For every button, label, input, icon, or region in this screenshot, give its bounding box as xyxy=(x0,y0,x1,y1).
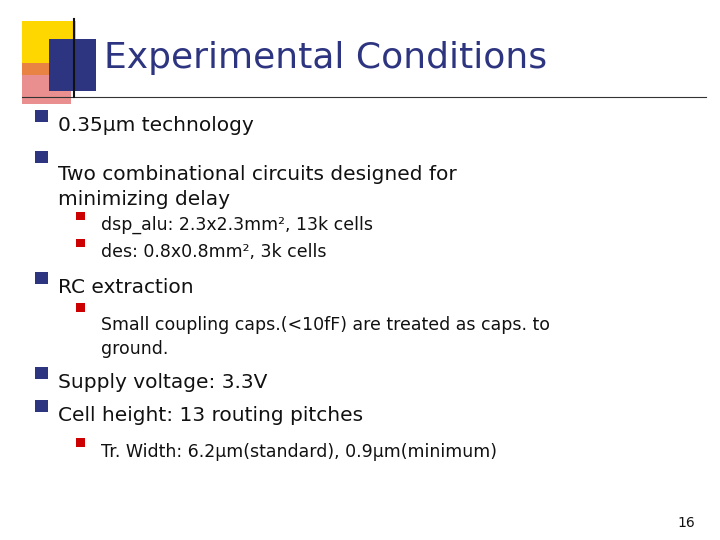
FancyBboxPatch shape xyxy=(49,39,96,91)
FancyBboxPatch shape xyxy=(76,303,85,312)
FancyBboxPatch shape xyxy=(22,63,71,104)
FancyBboxPatch shape xyxy=(35,110,48,122)
FancyBboxPatch shape xyxy=(35,272,48,284)
FancyBboxPatch shape xyxy=(35,400,48,412)
Text: Tr. Width: 6.2μm(standard), 0.9μm(minimum): Tr. Width: 6.2μm(standard), 0.9μm(minimu… xyxy=(101,443,497,461)
Text: 0.35μm technology: 0.35μm technology xyxy=(58,116,253,135)
FancyBboxPatch shape xyxy=(76,239,85,247)
FancyBboxPatch shape xyxy=(76,212,85,220)
Text: Experimental Conditions: Experimental Conditions xyxy=(104,41,547,75)
Text: RC extraction: RC extraction xyxy=(58,278,193,297)
Text: Two combinational circuits designed for
minimizing delay: Two combinational circuits designed for … xyxy=(58,165,456,208)
FancyBboxPatch shape xyxy=(35,367,48,379)
Text: Small coupling caps.(<10fF) are treated as caps. to
ground.: Small coupling caps.(<10fF) are treated … xyxy=(101,316,550,357)
Text: dsp_alu: 2.3x2.3mm², 13k cells: dsp_alu: 2.3x2.3mm², 13k cells xyxy=(101,216,373,234)
Text: des: 0.8x0.8mm², 3k cells: des: 0.8x0.8mm², 3k cells xyxy=(101,243,326,261)
Text: Supply voltage: 3.3V: Supply voltage: 3.3V xyxy=(58,373,267,392)
Text: Cell height: 13 routing pitches: Cell height: 13 routing pitches xyxy=(58,406,363,425)
Text: 16: 16 xyxy=(677,516,695,530)
FancyBboxPatch shape xyxy=(35,151,48,163)
FancyBboxPatch shape xyxy=(76,438,85,447)
FancyBboxPatch shape xyxy=(22,21,76,75)
